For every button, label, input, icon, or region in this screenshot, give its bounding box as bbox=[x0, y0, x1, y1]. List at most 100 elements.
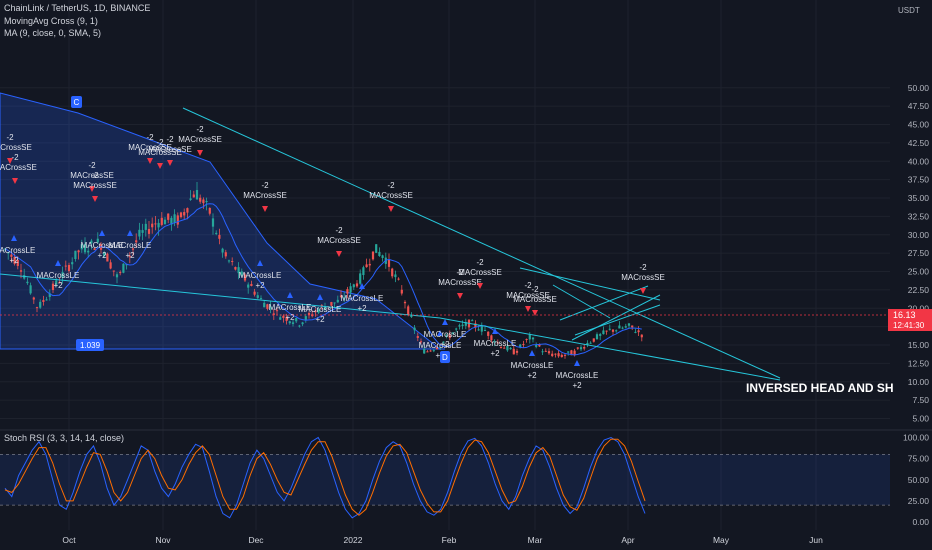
candle-body bbox=[435, 347, 439, 350]
candle-body bbox=[218, 234, 221, 239]
signal-short-value: -2 bbox=[196, 125, 204, 134]
signal-long-arrow bbox=[442, 319, 448, 325]
candle-body bbox=[493, 341, 496, 343]
candle-body bbox=[413, 327, 416, 331]
signal-short-label: MACrossSE bbox=[506, 291, 550, 300]
trendlines bbox=[0, 107, 781, 381]
candle-body bbox=[426, 351, 429, 353]
price-tick-label: 50.00 bbox=[908, 83, 930, 93]
signal-long-value: +2 bbox=[255, 281, 265, 290]
candle-body bbox=[186, 208, 189, 213]
signal-short-arrow bbox=[147, 158, 153, 164]
candle-body bbox=[525, 338, 528, 340]
price-tick-label: 47.50 bbox=[908, 101, 930, 111]
candle-body bbox=[522, 344, 525, 346]
candle-body bbox=[554, 353, 557, 355]
signal-short-arrow bbox=[336, 251, 342, 257]
candle-body bbox=[83, 243, 87, 253]
candle-body bbox=[333, 302, 336, 304]
candle-body bbox=[461, 324, 464, 326]
signal-short-value: -2 bbox=[524, 281, 532, 290]
signal-short-label: MACrossSE bbox=[317, 236, 361, 245]
candle-body bbox=[570, 350, 573, 356]
candle-body bbox=[208, 207, 211, 214]
candle-body bbox=[314, 310, 317, 313]
candle-body bbox=[16, 260, 19, 266]
candle-body bbox=[19, 270, 23, 272]
signal-long-arrow bbox=[99, 230, 105, 236]
signal-long-value: +2 bbox=[490, 349, 500, 358]
price-tick-label: 22.50 bbox=[908, 285, 930, 295]
candle-body bbox=[119, 272, 122, 274]
signal-long-arrow bbox=[492, 328, 498, 334]
candle-body bbox=[221, 248, 224, 253]
candle-body bbox=[295, 317, 298, 322]
candle-body bbox=[346, 289, 349, 294]
oscillator-label[interactable]: Stoch RSI (3, 3, 14, 14, close) bbox=[4, 433, 125, 443]
candle-body bbox=[362, 267, 365, 276]
candle-body bbox=[387, 259, 391, 267]
candle-body bbox=[519, 344, 522, 348]
candle-body bbox=[403, 301, 407, 304]
candle-body bbox=[573, 350, 576, 356]
price-tag-countdown: 12:41:30 bbox=[893, 321, 925, 330]
candle-body bbox=[605, 330, 608, 332]
candle-body bbox=[106, 253, 109, 262]
candle-body bbox=[477, 329, 480, 331]
candle-body bbox=[58, 282, 61, 284]
candle-body bbox=[595, 334, 599, 340]
signal-short-label: MACrossSE bbox=[178, 135, 222, 144]
candle-body bbox=[147, 228, 151, 234]
pattern-area bbox=[0, 92, 442, 350]
signal-long-value: +2 bbox=[527, 371, 537, 380]
signal-long-arrow bbox=[257, 260, 263, 266]
candle-body bbox=[637, 330, 640, 333]
candle-body bbox=[205, 201, 208, 203]
signal-short-label: MACrossSE bbox=[621, 273, 665, 282]
candle-body bbox=[455, 328, 458, 330]
signal-long-arrow bbox=[574, 360, 580, 366]
candle-body bbox=[167, 213, 170, 220]
candle-body bbox=[509, 347, 512, 350]
signal-long-value: +2 bbox=[357, 304, 367, 313]
currency-label: USDT bbox=[898, 6, 920, 15]
indicator-macross[interactable]: MovingAvg Cross (9, 1) bbox=[4, 16, 98, 26]
signal-short-label: MACrossSE bbox=[0, 143, 32, 152]
signal-long-value: +2 bbox=[97, 251, 107, 260]
candle-body bbox=[272, 313, 275, 315]
time-tick-label: Feb bbox=[442, 535, 457, 545]
signal-short-value: -2 bbox=[387, 181, 395, 190]
time-tick-label: Oct bbox=[62, 535, 76, 545]
price-tick-label: 10.00 bbox=[908, 377, 930, 387]
candle-body bbox=[560, 354, 563, 358]
point-c-label: C bbox=[74, 98, 80, 107]
time-tick-label: May bbox=[713, 535, 730, 545]
candle-body bbox=[275, 310, 279, 312]
candle-body bbox=[624, 326, 627, 328]
candle-body bbox=[487, 331, 490, 336]
candle-body bbox=[378, 251, 381, 257]
signal-short-arrow bbox=[262, 206, 268, 212]
candle-body bbox=[192, 194, 195, 198]
level-badge bbox=[76, 339, 104, 351]
candle-body bbox=[407, 306, 410, 315]
candle-body bbox=[80, 244, 83, 250]
price-axis[interactable]: 5.007.5010.0012.5015.0017.5020.0022.5025… bbox=[908, 83, 930, 424]
candle-body bbox=[503, 347, 506, 349]
signal-short-arrow bbox=[92, 196, 98, 202]
candle-body bbox=[138, 229, 141, 237]
candle-body bbox=[141, 230, 144, 233]
candle-body bbox=[45, 299, 48, 301]
candle-body bbox=[55, 280, 58, 285]
time-axis[interactable]: Oct Nov Dec 2022 Feb Mar Apr May Jun bbox=[62, 535, 823, 545]
signal-short-arrow bbox=[388, 206, 394, 212]
time-tick-label: Jun bbox=[809, 535, 823, 545]
signal-short-arrow bbox=[7, 158, 13, 164]
trendline bbox=[552, 284, 611, 319]
price-grid bbox=[0, 0, 890, 530]
stoch-tick-label: 0.00 bbox=[912, 517, 929, 527]
indicator-ma[interactable]: MA (9, close, 0, SMA, 5) bbox=[4, 28, 102, 38]
symbol-line[interactable]: ChainLink / TetherUS, 1D, BINANCE bbox=[4, 3, 151, 13]
time-tick-label: 2022 bbox=[344, 535, 363, 545]
